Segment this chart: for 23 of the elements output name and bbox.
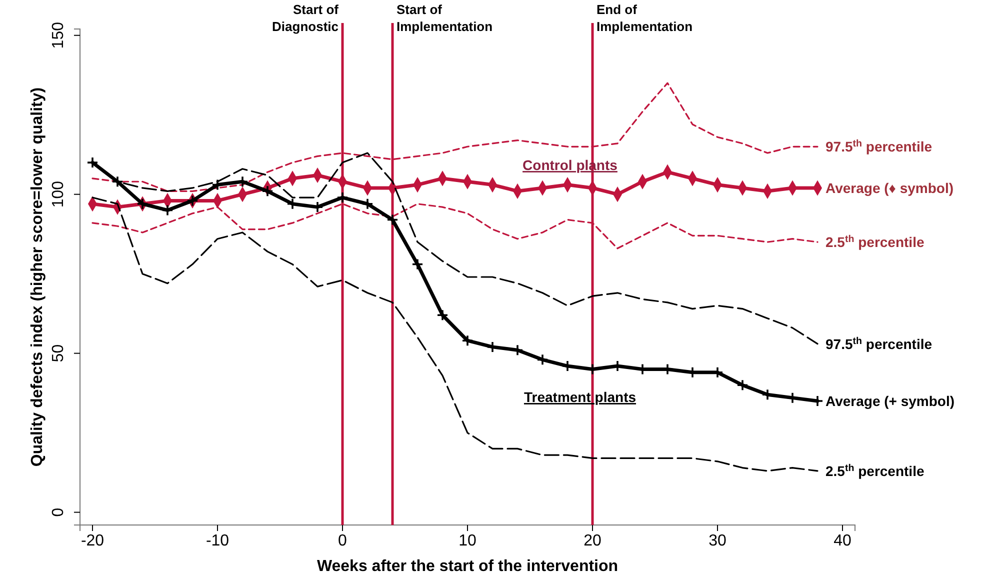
y-tick-label: 150	[50, 22, 68, 49]
x-tick-label: 30	[708, 532, 726, 550]
y-tick-label: 100	[50, 180, 68, 208]
x-tick-label: 10	[458, 532, 476, 550]
ref-line-label: End of Implementation	[596, 2, 693, 34]
x-tick-label: 0	[338, 532, 348, 550]
y-tick-label: 0	[50, 508, 68, 517]
series-label: 2.5$^{th}$ percentile	[826, 234, 924, 250]
series-label: Average (♦ symbol)	[826, 180, 954, 196]
x-tick-label: -20	[80, 532, 104, 550]
ref-line-label: Start of Implementation	[396, 2, 493, 34]
series-label: 2.5$^{th}$ percentile	[826, 462, 924, 479]
x-axis-title: Weeks after the start of the intervention	[316, 558, 618, 575]
series-label: 97.5$^{th}$ percentile	[826, 335, 932, 352]
ref-line-label: Start of Diagnostic	[272, 2, 340, 34]
series-label: 97.5$^{th}$ percentile	[826, 138, 932, 155]
x-tick-label: 20	[584, 532, 602, 550]
annotation: Treatment plants	[524, 389, 636, 405]
x-tick-label: -10	[206, 532, 230, 550]
x-tick-label: 40	[834, 532, 852, 550]
y-axis-title: Quality defects index (higher score=lower quality)	[29, 87, 46, 467]
series-label: Average (+ symbol)	[826, 393, 955, 409]
y-tick-label: 50	[50, 344, 68, 362]
